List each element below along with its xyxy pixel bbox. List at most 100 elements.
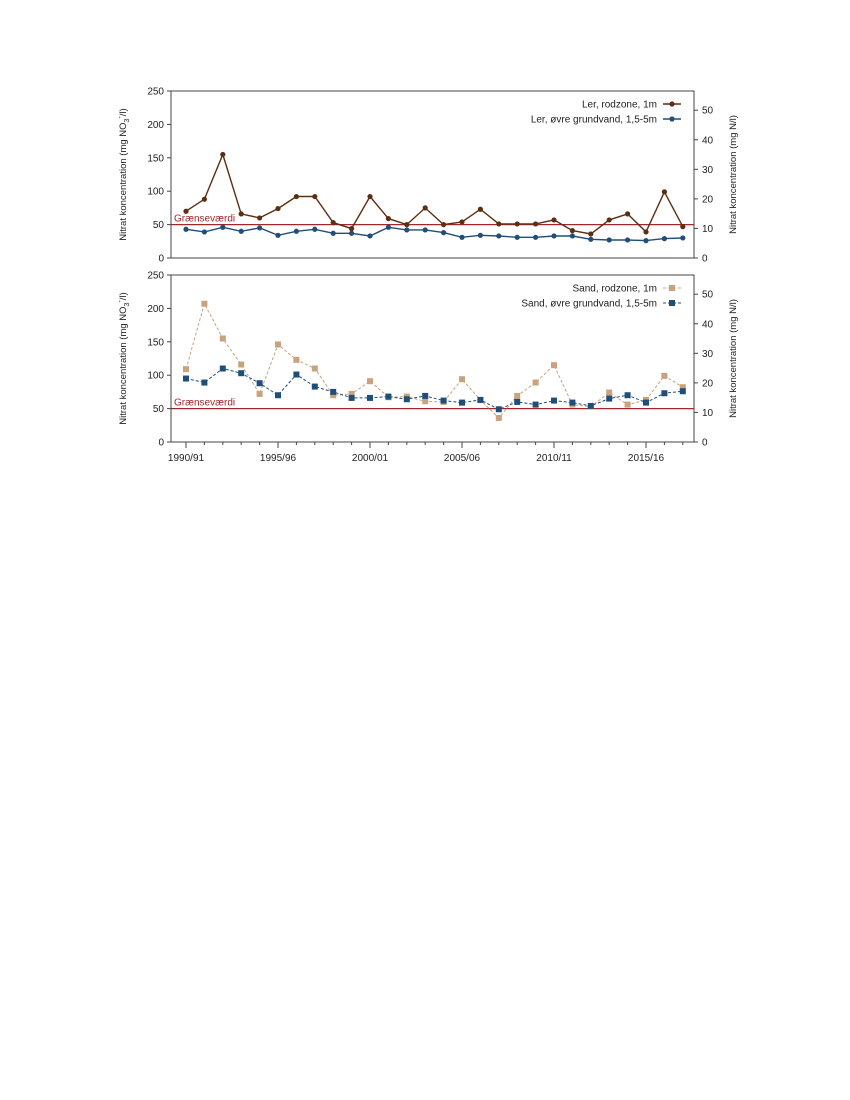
x-tick-label: 2005/06 xyxy=(444,453,481,464)
data-point xyxy=(661,236,668,242)
data-point xyxy=(348,390,355,397)
data-point xyxy=(606,237,612,243)
y-tick-label: 0 xyxy=(158,438,164,449)
data-point xyxy=(220,224,226,230)
data-point xyxy=(367,378,373,385)
data-point xyxy=(238,361,245,368)
data-point xyxy=(219,365,226,372)
data-point xyxy=(643,238,649,244)
data-point xyxy=(422,205,428,211)
x-tick-label: 2010/11 xyxy=(536,453,572,464)
y-axis-label: Nitrat koncentration (mg NO3-/l) xyxy=(117,108,131,240)
data-point xyxy=(514,234,520,240)
legend-marker xyxy=(669,300,675,306)
data-point xyxy=(275,341,281,348)
y2-tick-label: 10 xyxy=(702,224,714,235)
data-point xyxy=(183,208,189,214)
y2-tick-label: 0 xyxy=(702,438,708,449)
data-point xyxy=(385,224,391,230)
data-point xyxy=(569,399,576,406)
data-point xyxy=(680,235,686,241)
legend-label: Ler, rodzone, 1m xyxy=(582,100,657,111)
data-point xyxy=(661,189,668,195)
data-point xyxy=(183,375,189,382)
data-point xyxy=(606,217,612,223)
data-point xyxy=(495,406,502,413)
y2-tick-label: 40 xyxy=(702,135,714,146)
data-point xyxy=(367,394,373,401)
y-tick-label: 100 xyxy=(147,187,164,198)
data-point xyxy=(330,388,337,395)
data-point xyxy=(275,392,281,399)
y-axis-label: Nitrat koncentration (mg NO3-/l) xyxy=(117,292,131,424)
data-point xyxy=(477,232,483,238)
y2-tick-label: 20 xyxy=(702,194,714,205)
data-point xyxy=(588,236,594,242)
data-point xyxy=(459,219,465,225)
data-point xyxy=(330,219,336,226)
data-point xyxy=(257,225,263,231)
data-point xyxy=(219,335,226,342)
data-point xyxy=(459,234,465,240)
y2-tick-label: 20 xyxy=(702,378,714,389)
data-point xyxy=(496,221,502,227)
y2-tick-label: 50 xyxy=(702,106,714,117)
y-tick-label: 200 xyxy=(147,120,164,131)
data-point xyxy=(385,393,392,400)
data-point xyxy=(238,370,245,377)
legend-label: Sand, rodzone, 1m xyxy=(573,284,658,295)
data-point xyxy=(422,392,429,399)
y2-tick-label: 30 xyxy=(702,349,714,360)
data-point xyxy=(330,392,337,399)
data-point xyxy=(624,401,631,408)
sand-panel: 0 50 100 150 200 250 0 10 20 30 40 50 Nitrat koncent… xyxy=(117,271,739,449)
data-point xyxy=(330,230,336,236)
series-line xyxy=(185,152,684,235)
series-line xyxy=(185,302,684,419)
data-point xyxy=(385,215,391,222)
y2-tick-label: 40 xyxy=(702,319,714,330)
clay-panel: 0 50 100 150 200 250 0 10 20 30 40 50 Nitrat koncent… xyxy=(117,87,739,265)
data-point xyxy=(514,398,521,405)
data-point xyxy=(422,227,428,233)
data-point xyxy=(551,362,557,369)
data-point xyxy=(624,392,631,399)
data-point xyxy=(459,376,465,383)
data-point xyxy=(257,215,263,221)
data-point xyxy=(311,365,318,372)
data-point xyxy=(349,226,355,232)
legend-label: Sand, øvre grundvand, 1,5-5m xyxy=(521,299,657,310)
data-point xyxy=(256,380,263,387)
data-point xyxy=(625,237,631,243)
data-point xyxy=(293,371,300,378)
data-point xyxy=(477,396,484,403)
data-point xyxy=(587,402,594,409)
plot-frame xyxy=(170,274,695,443)
data-point xyxy=(367,193,373,200)
data-point xyxy=(348,394,355,401)
data-point xyxy=(459,399,465,406)
data-point xyxy=(422,398,429,405)
data-point xyxy=(477,206,483,212)
data-point xyxy=(569,228,576,234)
data-point xyxy=(533,221,539,227)
data-point xyxy=(533,234,539,240)
series-line xyxy=(185,367,683,410)
x-tick-label: 2000/01 xyxy=(352,453,389,464)
y-tick-label: 250 xyxy=(147,87,164,98)
y2-tick-label: 30 xyxy=(702,165,714,176)
legend-label: Ler, øvre grundvand, 1,5-5m xyxy=(531,115,657,126)
y-tick-label: 100 xyxy=(147,371,164,382)
y2-axis-label: Nitrat koncentration (mg N/l) xyxy=(728,299,739,418)
data-point xyxy=(661,372,668,379)
data-point xyxy=(679,388,686,395)
y-tick-label: 250 xyxy=(147,271,164,282)
data-point xyxy=(606,395,613,402)
data-point xyxy=(201,379,208,386)
data-point xyxy=(238,228,244,234)
data-point xyxy=(238,211,244,217)
legend-marker xyxy=(669,101,675,107)
threshold-label: Grænseværdi xyxy=(174,214,235,225)
data-point xyxy=(532,379,539,386)
